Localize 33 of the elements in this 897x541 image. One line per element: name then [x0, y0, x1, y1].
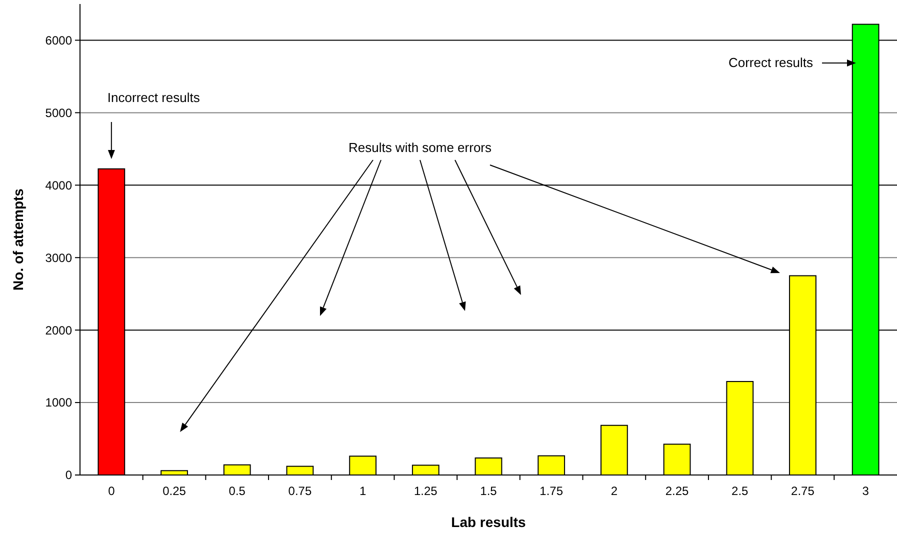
y-axis-title: No. of attempts: [10, 188, 26, 290]
x-tick-label: 1.5: [480, 484, 498, 498]
y-tick-label: 6000: [45, 33, 72, 48]
x-tick-label: 2.75: [791, 484, 815, 498]
annotation: Results with some errors: [348, 140, 492, 155]
bar: [349, 456, 377, 476]
bar: [474, 457, 502, 476]
bar: [663, 444, 691, 476]
bar: [223, 464, 251, 476]
x-tick-label: 0.75: [288, 484, 312, 498]
y-tick-label: 2000: [45, 323, 72, 338]
x-axis-title: Lab results: [451, 514, 526, 530]
x-tick-label: 1: [359, 484, 366, 498]
y-tick-label: 1000: [45, 396, 72, 410]
x-tick-label: 2.25: [665, 484, 690, 498]
y-tick-label: 5000: [45, 106, 72, 120]
bar: [412, 464, 440, 476]
x-tick-label: 1.75: [540, 484, 564, 498]
y-tick-label: 3000: [45, 250, 72, 265]
bar: [538, 455, 566, 476]
x-tick-label: 0.25: [162, 484, 186, 498]
y-tick-label: 4000: [45, 178, 72, 192]
bar: [600, 424, 628, 476]
x-tick-label: 0.5: [228, 484, 246, 498]
x-tick-label: 0: [108, 484, 116, 498]
annotation: Correct results: [728, 55, 814, 70]
y-tick-label: 0: [65, 468, 72, 482]
x-tick-label: 2: [610, 484, 618, 498]
annotation: Incorrect results: [107, 90, 200, 105]
x-tick-label: 2.5: [732, 484, 749, 498]
x-tick-label: 3: [862, 484, 870, 498]
bar: [726, 381, 754, 476]
x-tick-label: 1.25: [414, 484, 438, 498]
